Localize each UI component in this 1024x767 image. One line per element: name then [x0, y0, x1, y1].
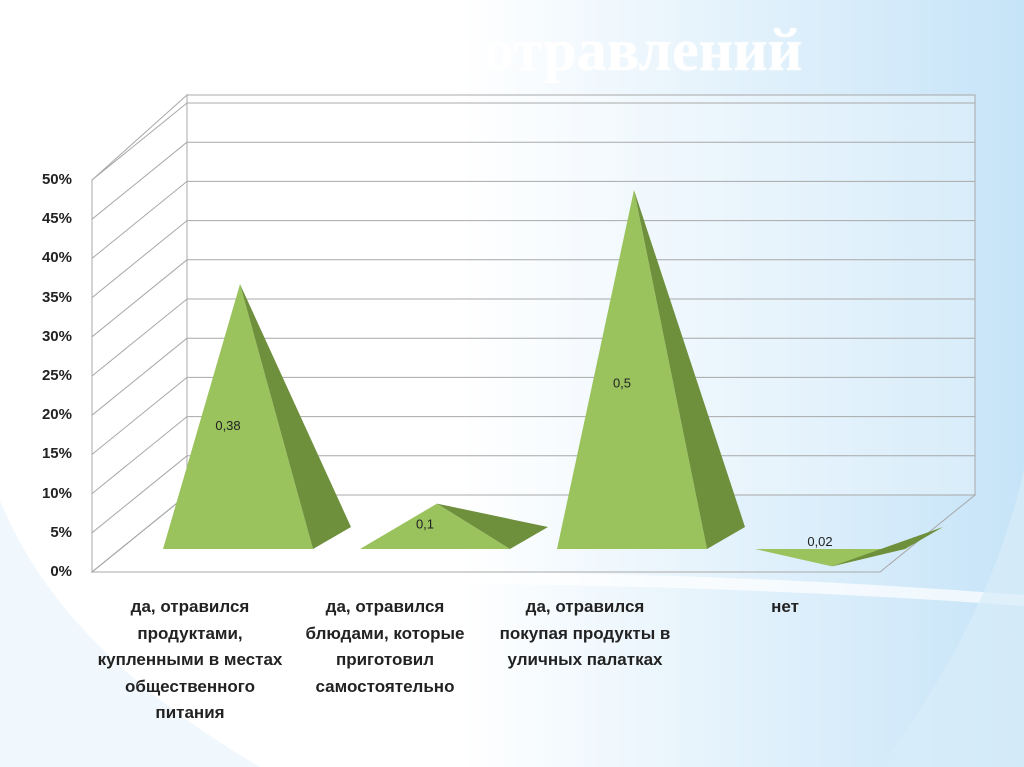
data-label-4: 0,02: [807, 534, 832, 549]
pyramid-1: [163, 284, 351, 549]
y-tick-label: 40%: [41, 249, 72, 267]
y-tick-label: 0%: [50, 563, 72, 580]
pyramid-side: [832, 527, 943, 567]
y-tick-label: 45%: [41, 210, 72, 228]
y-tick-label: 5%: [50, 523, 72, 541]
gridline-side: [91, 494, 188, 573]
gridline-side: [91, 259, 188, 338]
data-label-2: 0,1: [416, 517, 434, 532]
gridline-side: [91, 377, 188, 455]
side-wall: [91, 93, 188, 574]
pyramid-face: [360, 503, 510, 549]
pyramid-face: [755, 549, 905, 567]
y-tick-label: 20%: [41, 406, 72, 424]
gridline-side: [91, 416, 188, 494]
slide-title: Частота случаев отравлений: [22, 17, 803, 83]
category-label-1: да, отравился продуктами, купленными в м…: [97, 597, 283, 722]
gridline-side: [91, 455, 188, 534]
pyramid-side: [240, 284, 351, 549]
pyramid-series: [163, 190, 943, 567]
y-tick-label: 35%: [41, 288, 72, 306]
gridline-side: [91, 337, 188, 416]
category-label-4: нет: [771, 597, 799, 616]
pyramid-face: [163, 284, 313, 549]
category-label-3: да, отравился покупая продукты в уличных…: [499, 597, 671, 669]
gridline-side: [91, 298, 188, 377]
data-label-3: 0,5: [613, 375, 631, 390]
y-tick-label: 30%: [41, 327, 72, 345]
data-label-1: 0,38: [215, 418, 240, 433]
gridline-side: [91, 141, 188, 220]
pyramid-side: [634, 190, 745, 549]
pyramid-3: [557, 190, 745, 549]
pyramid-4: [755, 527, 943, 567]
data-labels: 0,38 0,1 0,5 0,02: [215, 375, 832, 549]
y-tick-label: 10%: [41, 484, 72, 502]
pyramid-side: [437, 503, 548, 549]
pyramid-2: [360, 503, 548, 549]
y-tick-label: 15%: [41, 445, 72, 463]
category-label-2: да, отравился блюдами, которые приготови…: [305, 597, 465, 696]
y-tick-label: 25%: [41, 367, 72, 384]
gridline-side: [91, 181, 188, 259]
pyramid-face: [557, 190, 707, 549]
gridline-side: [91, 220, 188, 298]
y-tick-label: 50%: [41, 171, 72, 188]
gridline-side: [91, 102, 188, 181]
